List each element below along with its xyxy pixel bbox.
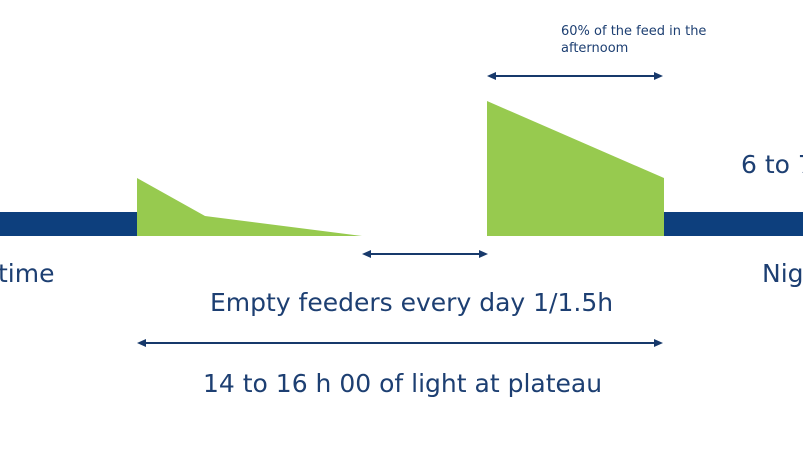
empty-feeders-label: Empty feeders every day 1/1.5h [210, 288, 614, 317]
afternoon-feed-shape [487, 101, 664, 236]
left-edge-label: time [0, 259, 55, 288]
feed-note-label: 60% of the feed in the afternoom [561, 23, 751, 57]
night-bar-left [0, 212, 140, 236]
morning-feed-shape [137, 178, 362, 236]
night-bar-right [660, 212, 803, 236]
feed-note-line-1: 60% of the feed in the [561, 24, 707, 39]
right-top-label: 6 to 7 [741, 150, 803, 179]
right-edge-label: Nig [762, 259, 803, 288]
light-plateau-arrow [137, 339, 663, 347]
afternoon-span-arrow [487, 72, 663, 80]
light-plateau-label: 14 to 16 h 00 of light at plateau [203, 369, 603, 398]
feed-note-line-2: afternoom [561, 41, 629, 56]
empty-feeders-arrow [362, 250, 488, 258]
